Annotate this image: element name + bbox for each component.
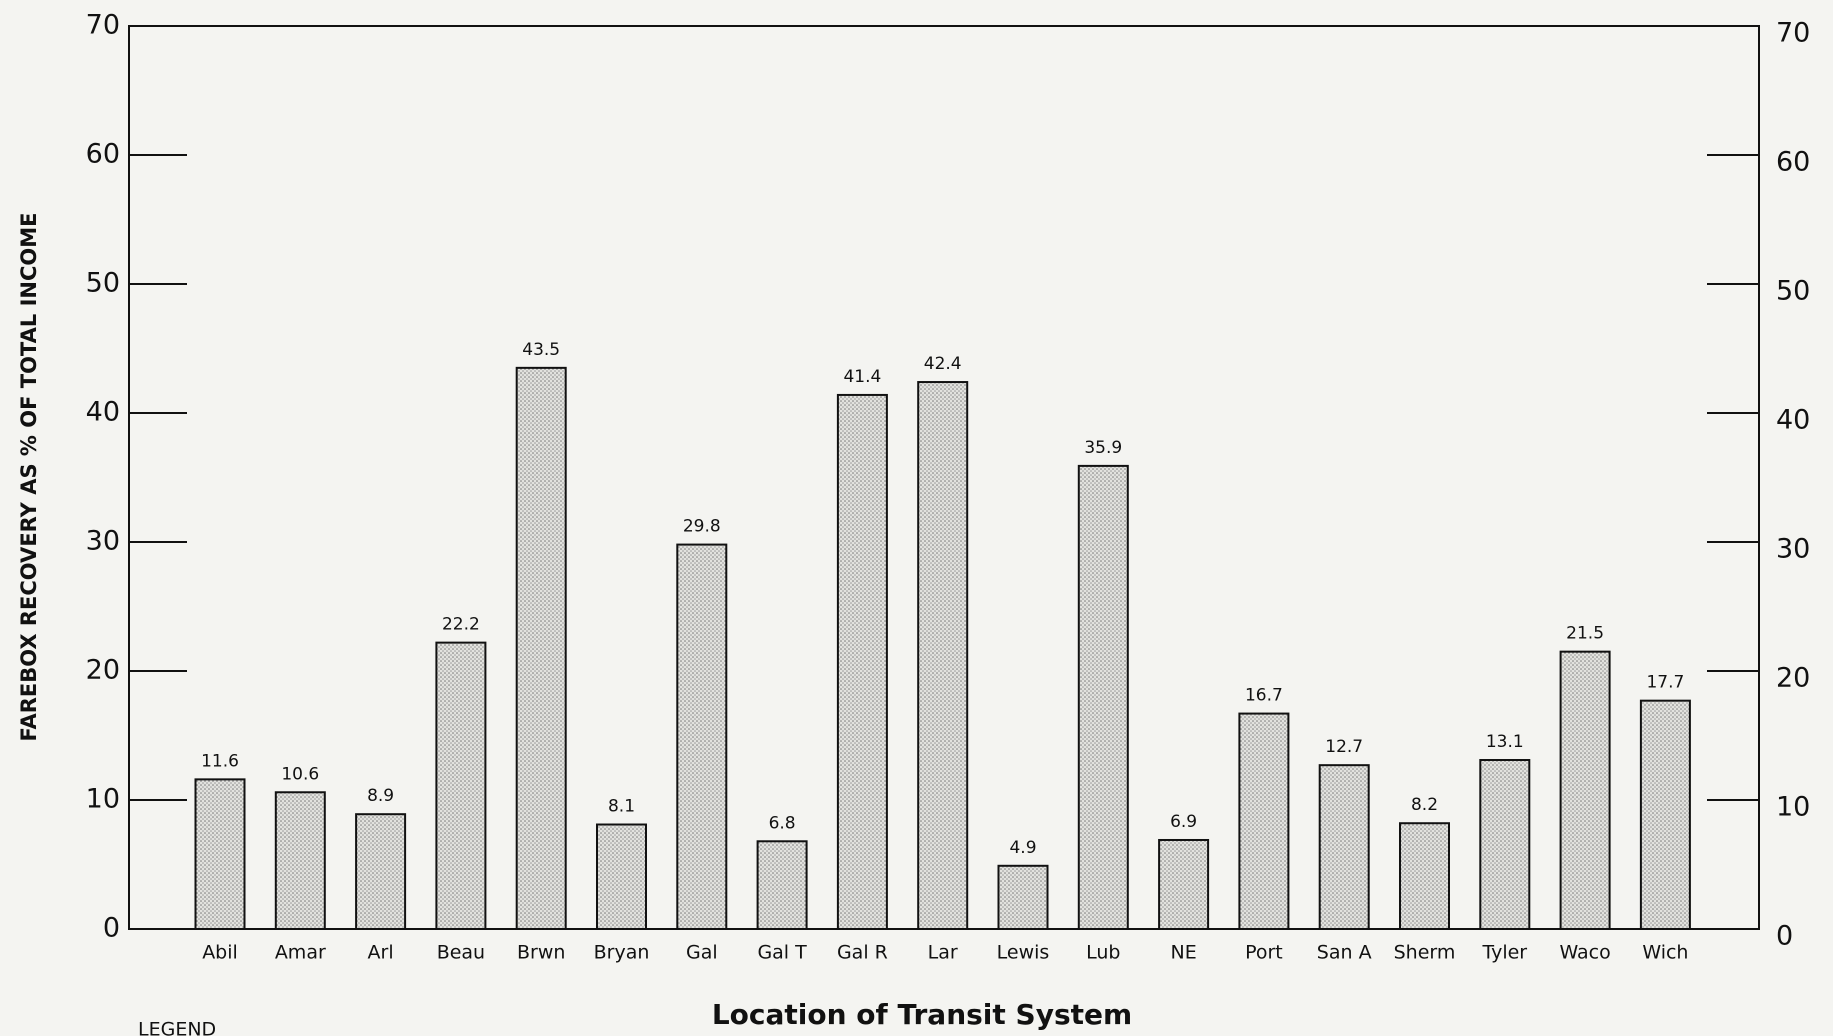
y2-tick-label: 20 <box>1776 663 1810 694</box>
y2-tick-label: 60 <box>1776 147 1810 178</box>
bar <box>917 381 969 931</box>
bar <box>756 840 808 931</box>
bar <box>1158 838 1210 930</box>
value-label: 43.5 <box>522 340 560 360</box>
x-tick-label: Wich <box>1642 942 1688 964</box>
bar <box>1479 759 1531 931</box>
value-label: 6.8 <box>769 813 796 833</box>
y-tick-label: 70 <box>86 10 120 41</box>
value-label: 16.7 <box>1245 686 1283 706</box>
value-label: 11.6 <box>201 751 239 771</box>
value-label: 8.2 <box>1411 795 1438 815</box>
value-label: 35.9 <box>1084 438 1122 458</box>
bar <box>1399 822 1450 930</box>
y-tick-label: 40 <box>86 397 120 428</box>
x-axis-label: Location of Transit System <box>712 998 1132 1031</box>
value-label: 22.2 <box>442 615 480 635</box>
value-label: 8.1 <box>608 797 635 817</box>
bar <box>596 823 647 931</box>
y-tick-label: 50 <box>86 268 120 299</box>
bar <box>1639 699 1691 930</box>
x-tick-label: Bryan <box>594 942 650 964</box>
y2-tick-label: 0 <box>1776 921 1793 952</box>
y2-tick-label: 50 <box>1776 276 1810 307</box>
x-tick-label: San A <box>1317 942 1372 964</box>
value-label: 8.9 <box>367 786 394 806</box>
bar <box>435 641 487 930</box>
legend-title: LEGEND <box>138 1019 216 1036</box>
bar <box>1318 764 1370 930</box>
bar <box>1238 712 1290 930</box>
x-tick-label: Arl <box>368 942 394 964</box>
value-label: 42.4 <box>924 354 962 374</box>
x-tick-label: Port <box>1245 942 1283 964</box>
bar <box>515 366 567 931</box>
bar <box>194 778 246 930</box>
value-label: 29.8 <box>683 517 721 537</box>
y2-tick-label: 70 <box>1776 18 1810 49</box>
y2-tick-label: 30 <box>1776 534 1810 565</box>
bar <box>274 791 326 931</box>
value-label: 4.9 <box>1009 838 1036 858</box>
x-tick-label: Gal <box>686 942 718 964</box>
bar <box>676 543 728 931</box>
bar <box>1559 650 1611 931</box>
x-tick-label: Tyler <box>1481 942 1527 964</box>
y-tick-label: 0 <box>103 913 120 944</box>
x-tick-label: Sherm <box>1394 942 1456 964</box>
value-label: 21.5 <box>1566 624 1604 644</box>
x-tick-label: Lewis <box>997 942 1050 964</box>
x-tick-label: Gal T <box>757 942 807 964</box>
value-label: 6.9 <box>1170 812 1197 832</box>
bar <box>997 864 1049 930</box>
y-tick-label: 10 <box>86 784 120 815</box>
x-tick-label: Lub <box>1086 942 1120 964</box>
y2-tick-label: 10 <box>1776 792 1810 823</box>
x-tick-label: Brwn <box>517 942 565 964</box>
value-label: 10.6 <box>281 764 319 784</box>
y2-tick-label: 40 <box>1776 405 1810 436</box>
x-tick-label: Abil <box>202 942 238 964</box>
value-label: 13.1 <box>1486 732 1524 752</box>
x-tick-label: Beau <box>437 942 485 964</box>
y-axis-label: FAREBOX RECOVERY AS % OF TOTAL INCOME <box>17 213 41 742</box>
y-tick-label: 20 <box>86 655 120 686</box>
x-tick-label: Amar <box>275 942 326 964</box>
bar <box>355 813 407 930</box>
y-tick-label: 60 <box>86 139 120 170</box>
x-tick-label: Lar <box>928 942 958 964</box>
x-tick-label: Gal R <box>837 942 888 964</box>
bar <box>836 393 888 930</box>
value-label: 41.4 <box>843 367 881 387</box>
x-tick-label: Waco <box>1559 942 1610 964</box>
value-label: 12.7 <box>1325 737 1363 757</box>
value-label: 17.7 <box>1646 673 1684 693</box>
x-tick-label: NE <box>1170 942 1196 964</box>
y-tick-label: 30 <box>86 526 120 557</box>
bar <box>1077 464 1129 930</box>
